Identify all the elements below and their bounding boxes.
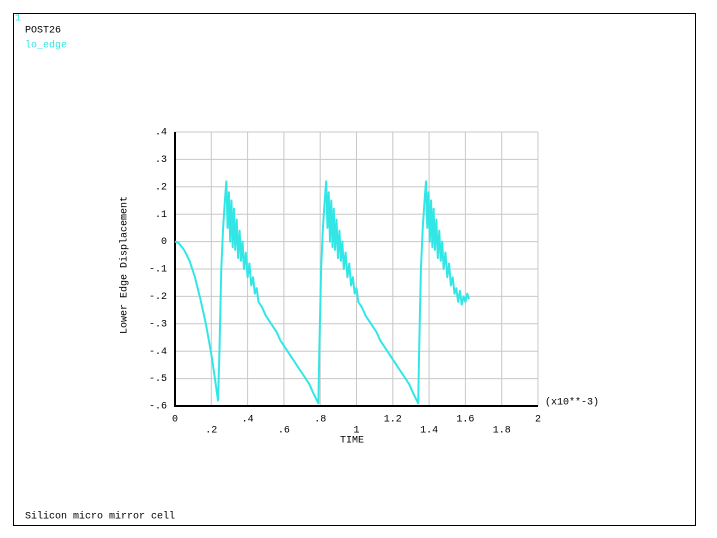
x-tick-label: .2 [205,426,217,437]
x-tick-label: .8 [314,415,326,426]
y-tick-label: -.2 [149,292,167,303]
x-tick-label: 1 [353,426,359,437]
processor-label: POST26 [25,26,61,37]
x-tick-label: 1.6 [456,415,474,426]
y-tick-label: .3 [155,155,167,166]
footer-title: Silicon micro mirror cell [25,511,175,523]
x-tick-label: 1.2 [384,415,402,426]
legend-entry: lo_edge [25,40,67,52]
y-tick-label: .2 [155,182,167,193]
x-tick-label: .6 [278,426,290,437]
x-tick-label: 1.4 [420,426,438,437]
y-axis-label: Lower Edge Displacement [119,196,131,334]
y-tick-label: .1 [155,210,167,221]
y-tick-label: -.6 [149,402,167,413]
x-tick-label: 2 [535,415,541,426]
y-tick-label: -.4 [149,347,167,358]
y-tick-label: 0 [161,237,167,248]
y-tick-label: .4 [155,128,167,139]
window-number: 1 [15,14,21,25]
data-line [174,180,470,405]
y-tick-label: -.5 [149,374,167,385]
x-tick-label: .4 [242,415,254,426]
y-tick-label: -.3 [149,319,167,330]
x-tick-label: 0 [172,415,178,426]
y-tick-label: -.1 [149,265,167,276]
x-axis-label: TIME [340,436,364,447]
frame [13,13,696,526]
x-tick-label: 1.8 [493,426,511,437]
x-unit-label: (x10**-3) [545,397,599,409]
